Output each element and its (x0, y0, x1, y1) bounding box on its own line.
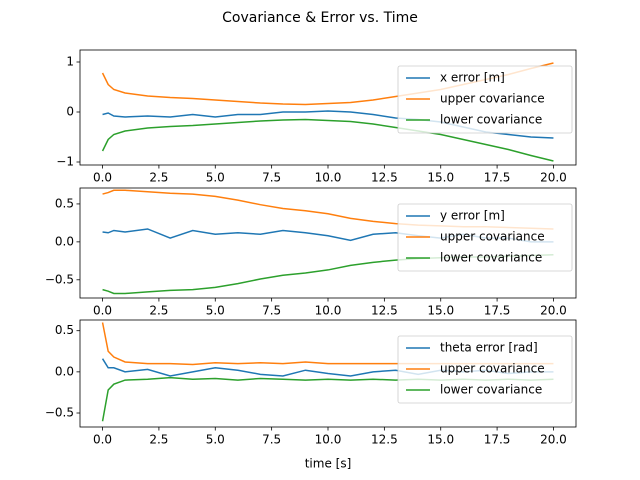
legend-box (397, 203, 573, 272)
x-tick-label: 12.5 (371, 304, 398, 318)
x-tick-label: 0.0 (93, 171, 112, 185)
legend-label: upper covariance (440, 230, 545, 244)
x-tick-label: 7.5 (262, 433, 281, 447)
x-tick-label: 2.5 (149, 433, 168, 447)
x-tick-label: 15.0 (427, 171, 454, 185)
axes-frame (79, 187, 577, 299)
x-tick-label: 2.5 (149, 304, 168, 318)
y-tick-label: 0.5 (55, 196, 74, 210)
legend-label: y error [m] (440, 209, 505, 223)
y-tick-label: −0.5 (45, 272, 74, 286)
legend-label: x error [m] (440, 71, 505, 85)
legend-box (397, 65, 573, 134)
x-tick-label: 17.5 (484, 433, 511, 447)
axes-frame (79, 319, 577, 428)
figure-title: Covariance & Error vs. Time (222, 10, 418, 26)
legend-label: lower covariance (440, 251, 542, 265)
series-line (101, 118, 554, 162)
y-tick-label: 1 (66, 55, 74, 69)
x-tick-label: 17.5 (484, 304, 511, 318)
legend-box (397, 335, 573, 404)
x-tick-label: 12.5 (371, 171, 398, 185)
y-tick-label: 0 (66, 105, 74, 119)
axes-frame (79, 49, 577, 166)
legend-label: lower covariance (440, 113, 542, 127)
x-tick-label: 2.5 (149, 171, 168, 185)
x-tick-label: 20.0 (540, 433, 567, 447)
x-tick-label: 15.0 (427, 433, 454, 447)
x-tick-label: 7.5 (262, 171, 281, 185)
x-tick-label: 0.0 (93, 433, 112, 447)
x-tick-label: 5.0 (206, 171, 225, 185)
x-tick-label: 10.0 (315, 171, 342, 185)
x-tick-label: 10.0 (315, 304, 342, 318)
x-tick-label: 20.0 (540, 171, 567, 185)
y-tick-label: 0.5 (55, 323, 74, 337)
x-tick-label: 10.0 (315, 433, 342, 447)
legend-label: lower covariance (440, 383, 542, 397)
x-tick-label: 20.0 (540, 304, 567, 318)
x-tick-label: 7.5 (262, 304, 281, 318)
legend-label: upper covariance (440, 362, 545, 376)
x-tick-label: 5.0 (206, 433, 225, 447)
x-tick-label: 5.0 (206, 304, 225, 318)
y-tick-label: 0.0 (55, 364, 74, 378)
x-tick-label: 0.0 (93, 304, 112, 318)
x-tick-label: 12.5 (371, 433, 398, 447)
x-axis-label: time [s] (305, 457, 352, 471)
legend-label: upper covariance (440, 92, 545, 106)
legend-label: theta error [rad] (440, 341, 538, 355)
y-tick-label: −1 (56, 155, 74, 169)
y-tick-label: −0.5 (45, 406, 74, 420)
x-tick-label: 17.5 (484, 171, 511, 185)
y-tick-label: 0.0 (55, 234, 74, 248)
x-tick-label: 15.0 (427, 304, 454, 318)
